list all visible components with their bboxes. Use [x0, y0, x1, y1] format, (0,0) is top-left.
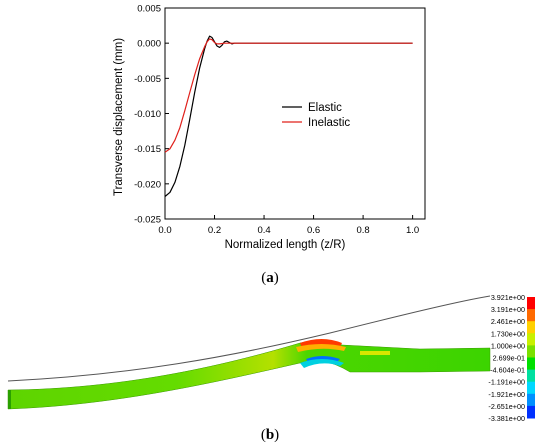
y-tick-label: 0.005 — [137, 4, 161, 15]
chart-a: 0.005 0.000 -0.005 -0.010 -0.015 -0.020 -0.025… — [113, 4, 426, 251]
colorbar-label: 2.699e-01 — [493, 354, 525, 363]
colorbar-segment — [527, 381, 535, 395]
fem-contour-plot: 3.921e+00 3.191e+00 2.461e+00 1.730e+00 1.00… — [7, 293, 535, 423]
x-axis-label: Normalized length (z/R) — [225, 239, 346, 251]
colorbar-segment — [527, 297, 535, 310]
colorbar-label: -4.604e-01 — [490, 366, 525, 375]
legend-label-elastic: Elastic — [308, 102, 342, 114]
caption-b: (b) — [260, 427, 280, 443]
stress-hotspot-high — [296, 344, 346, 352]
colorbar-label: -1.921e+00 — [488, 390, 525, 399]
colorbar-segment — [527, 393, 535, 407]
stress-hotspot-cyan — [300, 359, 344, 368]
y-tick-label: -0.020 — [134, 179, 161, 190]
colorbar-label: 2.461e+00 — [491, 317, 525, 326]
legend-label-inelastic: Inelastic — [308, 117, 350, 129]
y-axis-label: Transverse displacement (mm) — [113, 38, 125, 196]
x-tick-label: 0.2 — [208, 225, 221, 236]
colorbar-label: 1.730e+00 — [491, 329, 525, 338]
caption-a-letter: a — [266, 270, 274, 286]
colorbar-segment — [527, 357, 535, 371]
y-tick-label: 0.000 — [137, 39, 161, 50]
plot-frame — [164, 7, 426, 220]
colorbar-label: -2.651e+00 — [488, 402, 525, 411]
y-tick-label: -0.010 — [134, 109, 161, 120]
beam-left-end — [8, 390, 11, 409]
y-tick-label: -0.005 — [134, 74, 161, 85]
colorbar-segment — [527, 369, 535, 383]
colorbar-label: 3.921e+00 — [491, 293, 525, 302]
undeformed-outline-curve — [7, 295, 491, 382]
legend: Elastic Inelastic — [282, 102, 350, 129]
colorbar-segment — [527, 309, 535, 322]
x-tick-label: 0.4 — [257, 225, 270, 236]
plot-area-frame — [164, 7, 426, 220]
series-lines — [164, 35, 413, 197]
y-tick-label: -0.025 — [134, 215, 161, 226]
colorbar-label: 3.191e+00 — [491, 305, 525, 314]
x-tick-label: 0.8 — [356, 225, 369, 236]
y-tick-label: -0.015 — [134, 144, 161, 155]
colorbar-label: -1.191e+00 — [488, 378, 525, 387]
deformed-beam — [7, 340, 491, 410]
colorbar-label: -3.381e+00 — [488, 414, 525, 423]
series-line-elastic — [164, 35, 413, 197]
caption-b-letter: b — [265, 427, 275, 443]
colorbar-segment — [527, 333, 535, 346]
x-axis-ticks: 0.0 0.2 0.4 0.6 0.8 1.0 — [158, 215, 419, 236]
colorbar-label: 1.000e+00 — [491, 341, 525, 350]
x-tick-label: 1.0 — [406, 225, 419, 236]
colorbar: 3.921e+00 3.191e+00 2.461e+00 1.730e+00 1.00… — [488, 293, 535, 423]
x-tick-label: 0.6 — [307, 225, 320, 236]
colorbar-segment — [527, 345, 535, 358]
x-tick-label: 0.0 — [158, 225, 171, 236]
stress-hotspot-compression — [306, 356, 340, 365]
stress-hotspot-yellow — [360, 351, 390, 355]
y-axis-ticks: 0.005 0.000 -0.005 -0.010 -0.015 -0.020 -0.025 — [134, 4, 169, 226]
series-line-inelastic — [164, 38, 413, 153]
colorbar-segment — [527, 321, 535, 334]
colorbar-segment — [527, 405, 535, 419]
caption-a: (a) — [261, 270, 279, 286]
